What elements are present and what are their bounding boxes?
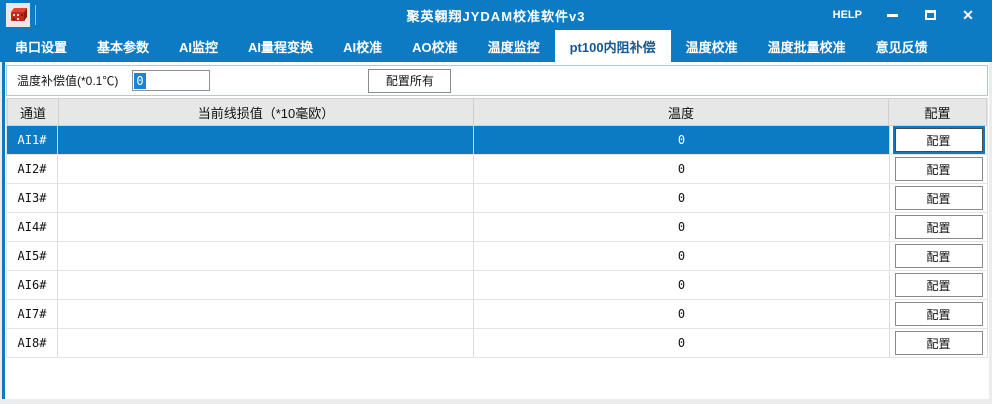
line-loss-cell — [58, 184, 474, 212]
line-loss-cell — [58, 126, 474, 154]
table-header: 通道 当前线损值（*10毫欧） 温度 配置 — [7, 98, 987, 126]
table-row-ai5[interactable]: AI5# 0 配置 — [7, 242, 987, 271]
config-button-ai3[interactable]: 配置 — [894, 186, 983, 210]
line-loss-cell — [58, 213, 474, 241]
minimize-button[interactable] — [884, 7, 900, 23]
minimize-icon — [886, 13, 898, 17]
table-row-ai3[interactable]: AI3# 0 配置 — [7, 184, 987, 213]
config-button-ai4[interactable]: 配置 — [894, 215, 983, 239]
tab-pt100-resistance-comp[interactable]: pt100内阻补偿 — [554, 30, 671, 62]
line-loss-cell — [58, 329, 474, 357]
temperature-cell: 0 — [474, 242, 890, 270]
titlebar-separator — [35, 5, 36, 25]
main-area: 温度补偿值(*0.1℃) 0 配置所有 通道 当前线损值（*10毫欧） 温度 配… — [0, 62, 992, 404]
table-row-ai7[interactable]: AI7# 0 配置 — [7, 300, 987, 329]
compensation-input[interactable]: 0 — [132, 70, 211, 91]
maximize-icon — [924, 10, 936, 20]
tab-bar: 串口设置 基本参数 AI监控 AI量程变换 AI校准 AO校准 温度监控 pt1… — [0, 30, 992, 62]
tab-serial-settings[interactable]: 串口设置 — [15, 39, 68, 55]
channel-cell: AI6# — [7, 271, 58, 299]
channel-cell: AI2# — [7, 155, 58, 183]
line-loss-cell — [58, 300, 474, 328]
config-all-button[interactable]: 配置所有 — [368, 68, 452, 93]
channel-cell: AI4# — [7, 213, 58, 241]
temperature-cell: 0 — [474, 184, 890, 212]
table-row-ai4[interactable]: AI4# 0 配置 — [7, 213, 987, 242]
table-row-ai8[interactable]: AI8# 0 配置 — [7, 329, 987, 358]
app-icon — [6, 3, 30, 27]
table-row-ai1[interactable]: AI1# 0 配置 — [7, 126, 987, 155]
temperature-cell: 0 — [474, 271, 890, 299]
table-row-ai6[interactable]: AI6# 0 配置 — [7, 271, 987, 300]
config-button-ai7[interactable]: 配置 — [894, 302, 983, 326]
header-config: 配置 — [924, 105, 951, 121]
tab-feedback[interactable]: 意见反馈 — [875, 39, 928, 55]
temperature-cell: 0 — [474, 126, 890, 154]
temperature-cell: 0 — [474, 329, 890, 357]
tab-ao-calibration[interactable]: AO校准 — [412, 39, 458, 55]
header-line-loss: 当前线损值（*10毫欧） — [59, 99, 474, 125]
tab-temp-calibration[interactable]: 温度校准 — [685, 39, 738, 55]
config-button-ai1[interactable]: 配置 — [894, 128, 983, 152]
table-row-ai2[interactable]: AI2# 0 配置 — [7, 155, 987, 184]
temperature-cell: 0 — [474, 155, 890, 183]
tab-temp-monitor[interactable]: 温度监控 — [487, 39, 540, 55]
line-loss-cell — [58, 271, 474, 299]
tab-temp-batch-calibration[interactable]: 温度批量校准 — [767, 39, 846, 55]
config-button-ai2[interactable]: 配置 — [894, 157, 983, 181]
compensation-value: 0 — [134, 72, 146, 89]
config-button-ai5[interactable]: 配置 — [894, 244, 983, 268]
tab-ai-calibration[interactable]: AI校准 — [343, 39, 383, 55]
header-temperature: 温度 — [474, 99, 889, 125]
channel-cell: AI8# — [7, 329, 58, 357]
help-button[interactable]: HELP — [832, 9, 862, 21]
tab-basic-params[interactable]: 基本参数 — [97, 39, 150, 55]
channel-cell: AI7# — [7, 300, 58, 328]
config-button-ai6[interactable]: 配置 — [894, 273, 983, 297]
window-title: 聚英翱翔JYDAM校准软件v3 — [406, 8, 586, 24]
temperature-cell: 0 — [474, 300, 890, 328]
tab-ai-monitor[interactable]: AI监控 — [179, 39, 219, 55]
compensation-label: 温度补偿值(*0.1℃) — [17, 74, 119, 88]
content-panel: 温度补偿值(*0.1℃) 0 配置所有 通道 当前线损值（*10毫欧） 温度 配… — [2, 62, 989, 399]
temperature-cell: 0 — [474, 213, 890, 241]
channel-cell: AI5# — [7, 242, 58, 270]
compensation-panel: 温度补偿值(*0.1℃) 0 配置所有 — [6, 65, 988, 96]
titlebar: 聚英翱翔JYDAM校准软件v3 HELP ✕ — [0, 0, 992, 30]
line-loss-cell — [58, 242, 474, 270]
tab-ai-range-transform[interactable]: AI量程变换 — [248, 39, 314, 55]
header-channel: 通道 — [8, 99, 59, 125]
config-button-ai8[interactable]: 配置 — [894, 331, 983, 355]
red-module-icon — [11, 8, 27, 21]
channel-cell: AI3# — [7, 184, 58, 212]
maximize-button[interactable] — [922, 7, 938, 23]
channel-cell: AI1# — [7, 126, 58, 154]
channel-table: 通道 当前线损值（*10毫欧） 温度 配置 AI1# 0 配置 AI2# 0 配… — [6, 98, 988, 358]
line-loss-cell — [58, 155, 474, 183]
close-button[interactable]: ✕ — [962, 6, 974, 23]
